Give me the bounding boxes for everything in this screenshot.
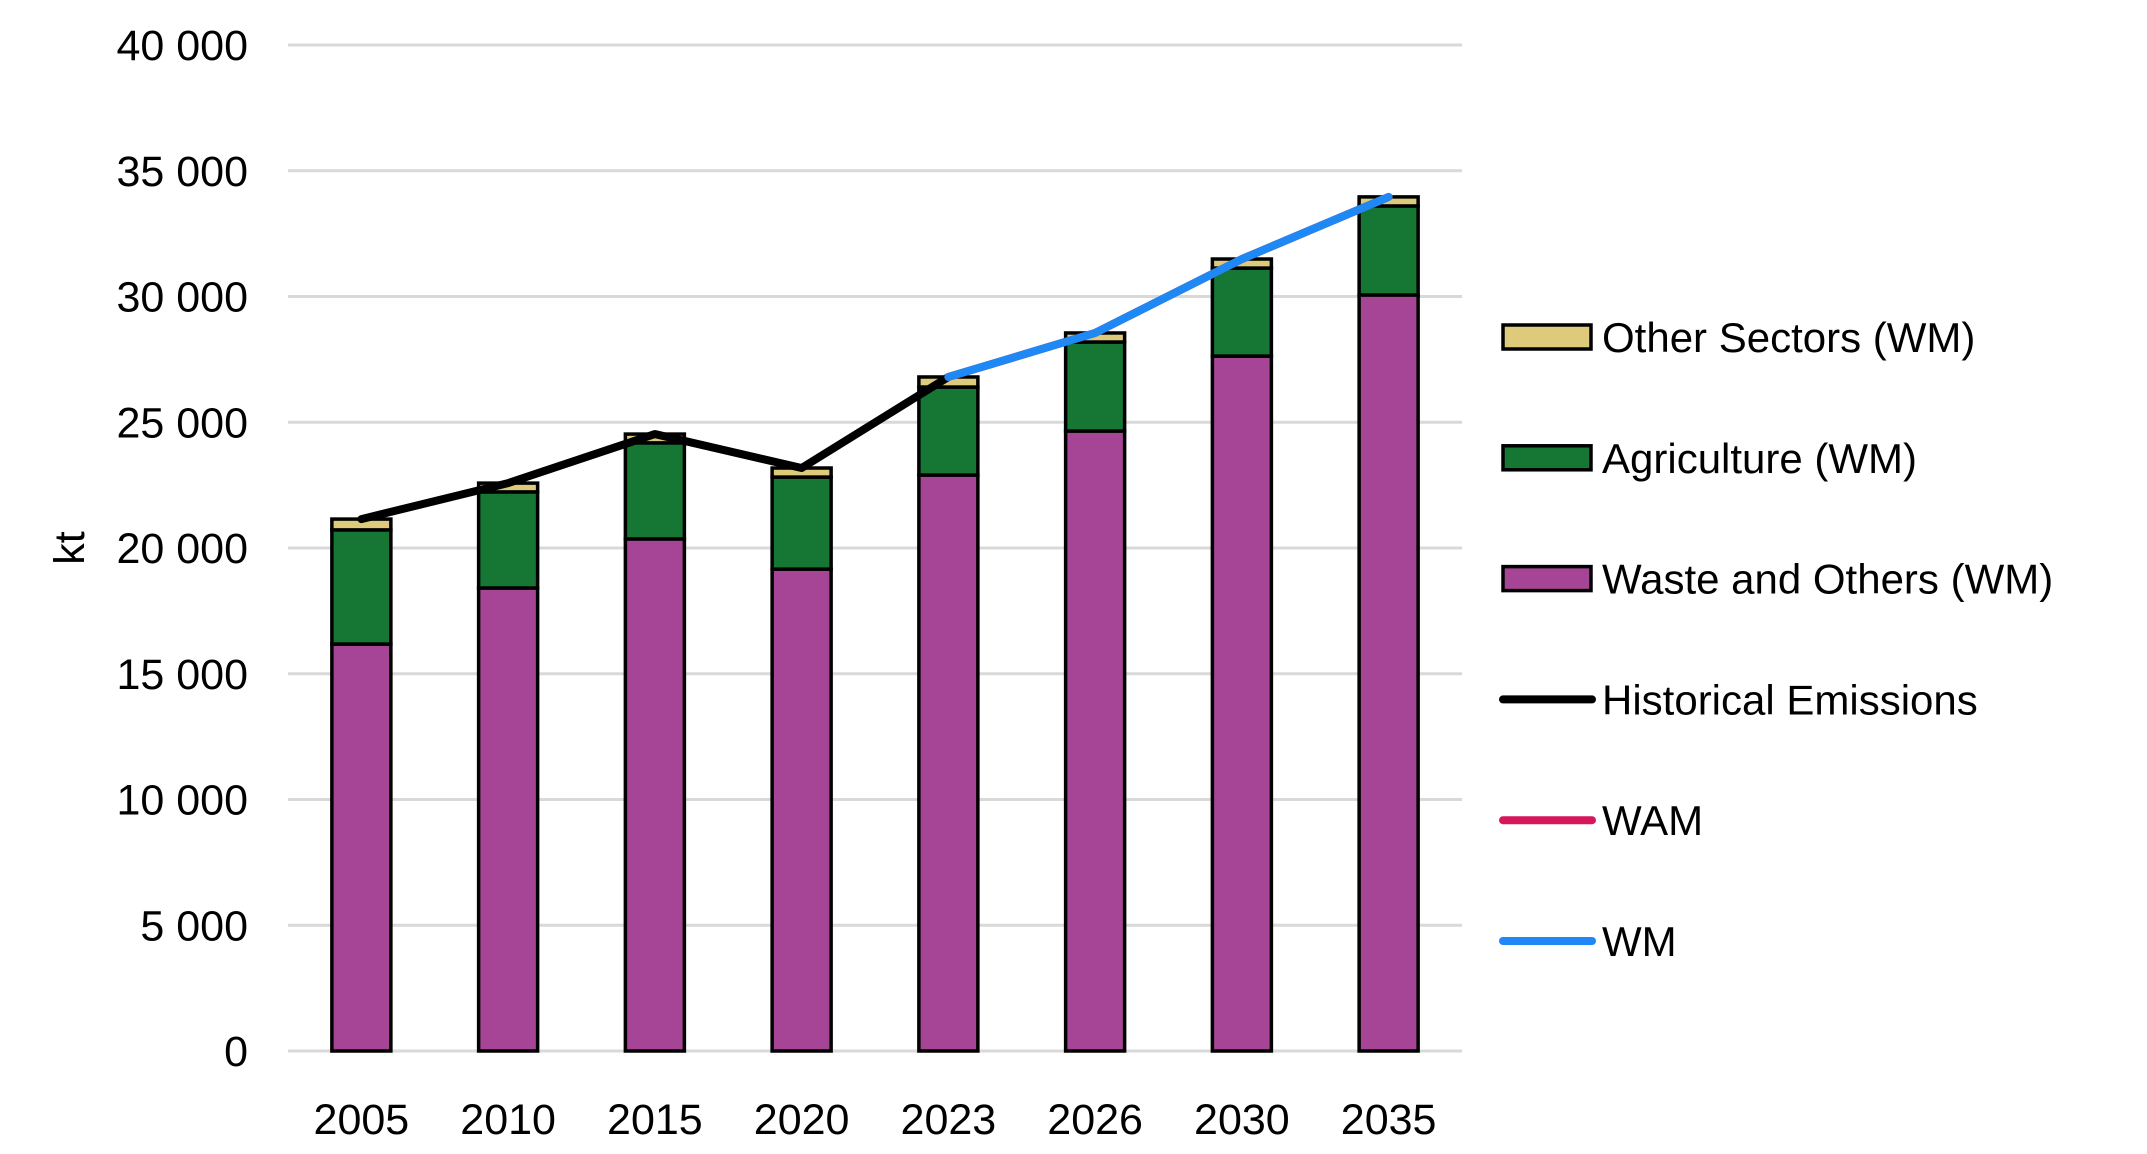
- bar-waste-and-others-wm-2005: [330, 642, 393, 1053]
- legend-label: Agriculture (WM): [1602, 435, 1917, 482]
- bar-agriculture-wm-2026: [1063, 340, 1127, 433]
- legend-item: Agriculture (WM): [1501, 435, 1917, 482]
- y-tick-label: 35 000: [116, 148, 248, 196]
- bar-waste-and-others-wm-2015: [623, 537, 687, 1053]
- bar-stack-2020: [770, 466, 833, 1053]
- y-tick-label: 30 000: [116, 274, 248, 322]
- legend-item: Historical Emissions: [1499, 676, 1978, 723]
- bar-stack-2030: [1210, 257, 1274, 1053]
- x-tick-label: 2020: [754, 1096, 850, 1144]
- legend-item: WM: [1499, 918, 1677, 965]
- gridlines: [288, 43, 1462, 1053]
- bar-stack-2023: [917, 375, 980, 1053]
- y-tick-label: 40 000: [116, 22, 248, 70]
- y-axis-tick-labels: 0 5 000 10 000 15 000 20 000 25 000 30 000 35 0…: [116, 22, 248, 1076]
- bar-stack-2026: [1063, 331, 1127, 1053]
- bar-agriculture-wm-2020: [770, 475, 833, 571]
- bar-agriculture-wm-2015: [623, 441, 687, 541]
- bar-waste-and-others-wm-2030: [1210, 354, 1274, 1053]
- y-tick-label: 0: [224, 1028, 248, 1076]
- bar-agriculture-wm-2030: [1210, 266, 1274, 358]
- legend: Other Sectors (WM) Agriculture (WM) Waste …: [1499, 314, 2053, 965]
- legend-swatch: [1501, 323, 1593, 351]
- x-tick-label: 2010: [460, 1096, 556, 1144]
- bar-stack-2015: [623, 432, 687, 1053]
- y-tick-label: 20 000: [116, 525, 248, 573]
- bar-waste-and-others-wm-2035: [1357, 293, 1420, 1053]
- legend-item: Other Sectors (WM): [1501, 314, 1975, 361]
- x-tick-label: 2030: [1194, 1096, 1290, 1144]
- bar-stack-2005: [330, 517, 393, 1053]
- legend-label: Historical Emissions: [1602, 676, 1978, 723]
- legend-swatch: [1501, 444, 1593, 472]
- x-axis-tick-labels: 2005 2010 2015 2020 2023 2026 2030 2035: [314, 1096, 1437, 1144]
- legend-label: Other Sectors (WM): [1602, 314, 1975, 361]
- legend-item: WAM: [1499, 797, 1703, 844]
- bar-waste-and-others-wm-2023: [917, 473, 980, 1053]
- y-tick-label: 15 000: [116, 651, 248, 699]
- series-lines: [357, 192, 1393, 524]
- y-axis-title: kt: [46, 531, 94, 565]
- x-tick-label: 2015: [607, 1096, 703, 1144]
- x-tick-label: 2035: [1341, 1096, 1437, 1144]
- legend-label: Waste and Others (WM): [1602, 556, 2053, 603]
- x-tick-label: 2026: [1047, 1096, 1143, 1144]
- bar-agriculture-wm-2005: [330, 528, 393, 646]
- y-tick-label: 5 000: [140, 902, 248, 950]
- y-tick-label: 10 000: [116, 777, 248, 825]
- bar-stack-2035: [1357, 195, 1420, 1053]
- bar-agriculture-wm-2010: [476, 490, 540, 590]
- bar-stack-2010: [476, 481, 540, 1053]
- bar-waste-and-others-wm-2026: [1063, 429, 1127, 1053]
- bar-agriculture-wm-2023: [917, 385, 980, 477]
- line-historical-emissions: [357, 372, 953, 524]
- bar-waste-and-others-wm-2010: [476, 586, 540, 1053]
- x-tick-label: 2005: [314, 1096, 410, 1144]
- legend-item: Waste and Others (WM): [1501, 556, 2053, 603]
- x-tick-label: 2023: [901, 1096, 997, 1144]
- legend-label: WAM: [1602, 797, 1703, 844]
- legend-label: WM: [1602, 918, 1677, 965]
- stacked-bars: [330, 195, 1420, 1053]
- bar-agriculture-wm-2035: [1357, 204, 1420, 297]
- y-tick-label: 25 000: [116, 399, 248, 447]
- legend-swatch: [1501, 564, 1593, 593]
- line-wm: [944, 192, 1393, 381]
- bar-waste-and-others-wm-2020: [770, 567, 833, 1053]
